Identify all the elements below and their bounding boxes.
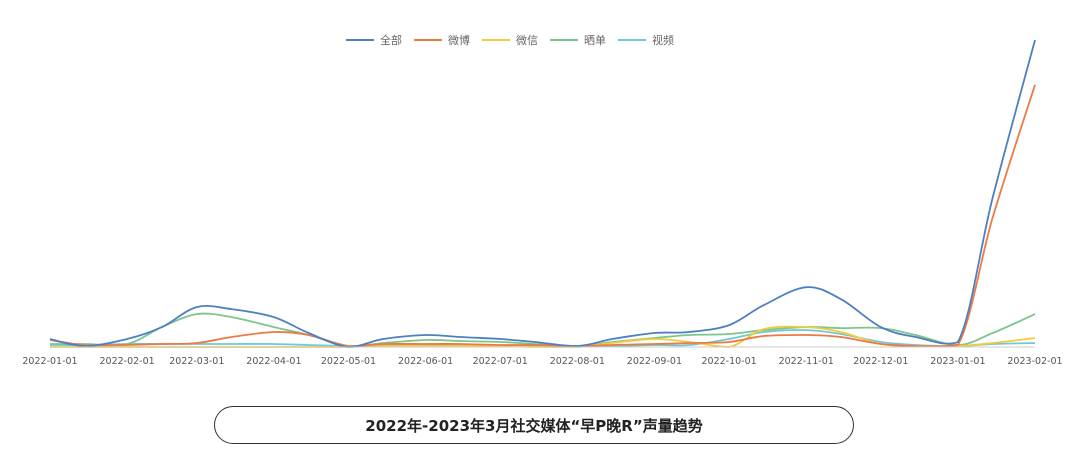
series-line-微博 (49, 84, 1036, 348)
line-chart: 全部 微博 微信 晒单 视频 2022-01-01 2022-02-01 2022-03-0… (22, 33, 1062, 367)
x-tick-label: 2022-05-01 (321, 356, 376, 367)
x-tick-label: 2022-12-01 (853, 356, 908, 367)
series-line-全部 (49, 39, 1036, 348)
x-axis-ticks: 2022-01-01 2022-02-01 2022-03-01 2022-04-01… (22, 356, 1062, 367)
x-tick-label: 2022-01-01 (22, 356, 77, 367)
x-tick-label: 2022-10-01 (701, 356, 756, 367)
legend-label-微博: 微博 (448, 33, 470, 47)
x-tick-label: 2022-04-01 (246, 356, 301, 367)
x-tick-label: 2022-08-01 (550, 356, 605, 367)
legend-label-微信: 微信 (516, 33, 538, 47)
x-tick-label: 2023-02-01 (1007, 356, 1062, 367)
series-line-晒单 (49, 312, 1036, 348)
series-line-视频 (49, 329, 1036, 347)
legend-label-晒单: 晒单 (584, 34, 606, 47)
x-tick-label: 2022-07-01 (473, 356, 528, 367)
chart-legend: 全部 微博 微信 晒单 视频 (346, 33, 674, 47)
series-layer (49, 39, 1036, 348)
x-tick-label: 2022-11-01 (779, 356, 834, 367)
legend-label-全部: 全部 (380, 33, 402, 47)
x-tick-label: 2022-06-01 (398, 356, 453, 367)
chart-title-box: 2022年-2023年3月社交媒体“早P晚R”声量趋势 (214, 406, 854, 444)
x-tick-label: 2023-01-01 (930, 356, 985, 367)
chart-title: 2022年-2023年3月社交媒体“早P晚R”声量趋势 (365, 416, 703, 435)
x-tick-label: 2022-09-01 (627, 356, 682, 367)
x-tick-label: 2022-02-01 (99, 356, 154, 367)
legend-label-视频: 视频 (652, 33, 674, 47)
x-tick-label: 2022-03-01 (169, 356, 224, 367)
